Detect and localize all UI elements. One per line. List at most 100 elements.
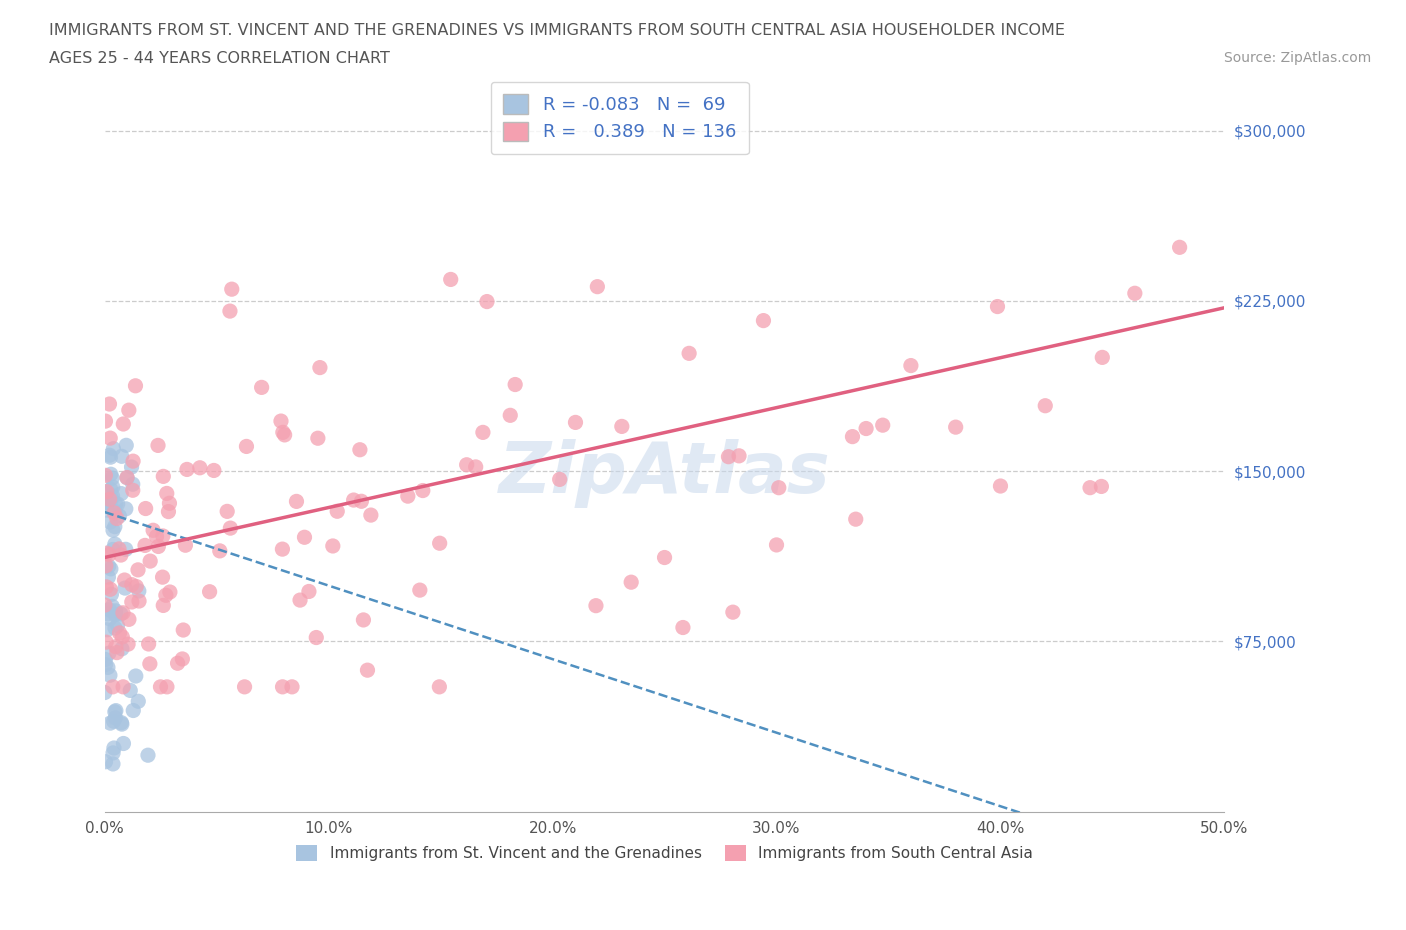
Point <box>98 492 121 507</box>
Point <box>112 736 135 751</box>
Point <box>110 606 132 621</box>
Point <box>114 542 136 557</box>
Point <box>294 530 316 545</box>
Point <box>104 504 127 519</box>
Point <box>128 583 150 598</box>
Point <box>104 620 127 635</box>
Point <box>456 458 478 472</box>
Point <box>94 598 117 613</box>
Point <box>172 652 194 667</box>
Point <box>768 480 790 495</box>
Point <box>101 680 124 695</box>
Point <box>610 419 633 434</box>
Point <box>121 594 143 609</box>
Point <box>98 514 121 529</box>
Text: IMMIGRANTS FROM ST. VINCENT AND THE GRENADINES VS IMMIGRANTS FROM SOUTH CENTRAL : IMMIGRANTS FROM ST. VINCENT AND THE GREN… <box>49 23 1066 38</box>
Point <box>872 418 894 432</box>
Point <box>96 579 118 594</box>
Point <box>125 579 148 594</box>
Point <box>728 448 751 463</box>
Point <box>564 415 586 430</box>
Point <box>101 542 124 557</box>
Point <box>343 493 366 508</box>
Point <box>945 419 967 434</box>
Point <box>94 414 117 429</box>
Point <box>233 680 256 695</box>
Point <box>326 504 349 519</box>
Point <box>100 450 122 465</box>
Point <box>104 639 127 654</box>
Point <box>352 613 374 628</box>
Point <box>111 605 134 620</box>
Point <box>101 488 124 503</box>
Point <box>176 462 198 477</box>
Point <box>105 645 128 660</box>
Point <box>396 488 419 503</box>
Point <box>157 504 180 519</box>
Point <box>440 272 463 286</box>
Point <box>349 443 371 458</box>
Point <box>155 588 177 603</box>
Point <box>152 528 174 543</box>
Point <box>114 501 136 516</box>
Point <box>752 313 775 328</box>
Point <box>281 680 304 695</box>
Point <box>104 497 127 512</box>
Point <box>145 529 167 544</box>
Point <box>124 379 146 393</box>
Point <box>98 668 121 683</box>
Point <box>1123 286 1146 300</box>
Point <box>721 604 744 619</box>
Point <box>110 486 132 501</box>
Point <box>118 612 141 627</box>
Text: Source: ZipAtlas.com: Source: ZipAtlas.com <box>1223 51 1371 65</box>
Point <box>360 508 382 523</box>
Point <box>148 539 170 554</box>
Point <box>110 548 132 563</box>
Text: AGES 25 - 44 YEARS CORRELATION CHART: AGES 25 - 44 YEARS CORRELATION CHART <box>49 51 389 66</box>
Point <box>98 447 121 462</box>
Point <box>142 523 165 538</box>
Point <box>97 606 120 621</box>
Point <box>412 483 434 498</box>
Point <box>104 537 127 551</box>
Point <box>97 645 120 660</box>
Point <box>620 575 643 590</box>
Point <box>1078 480 1101 495</box>
Point <box>350 494 373 509</box>
Point <box>104 703 127 718</box>
Point <box>139 657 162 671</box>
Point <box>499 408 522 423</box>
Point <box>271 541 294 556</box>
Point <box>188 460 211 475</box>
Point <box>121 459 143 474</box>
Point <box>114 573 136 588</box>
Point <box>98 431 121 445</box>
Point <box>134 538 156 552</box>
Text: ZipAtlas: ZipAtlas <box>499 439 831 509</box>
Legend: Immigrants from St. Vincent and the Grenadines, Immigrants from South Central As: Immigrants from St. Vincent and the Gren… <box>290 839 1039 868</box>
Point <box>104 607 127 622</box>
Point <box>1168 240 1191 255</box>
Point <box>305 631 328 645</box>
Point <box>146 438 169 453</box>
Point <box>136 748 159 763</box>
Point <box>94 497 117 512</box>
Point <box>585 598 607 613</box>
Point <box>111 642 134 657</box>
Point <box>101 599 124 614</box>
Point <box>108 509 131 524</box>
Point <box>94 558 117 573</box>
Point <box>101 523 124 538</box>
Point <box>250 380 273 395</box>
Point <box>159 585 181 600</box>
Point <box>717 449 740 464</box>
Point <box>96 503 118 518</box>
Point <box>93 685 115 700</box>
Point <box>139 553 162 568</box>
Point <box>100 491 122 506</box>
Point <box>103 505 125 520</box>
Point <box>111 449 134 464</box>
Point <box>765 538 787 552</box>
Point <box>115 470 138 485</box>
